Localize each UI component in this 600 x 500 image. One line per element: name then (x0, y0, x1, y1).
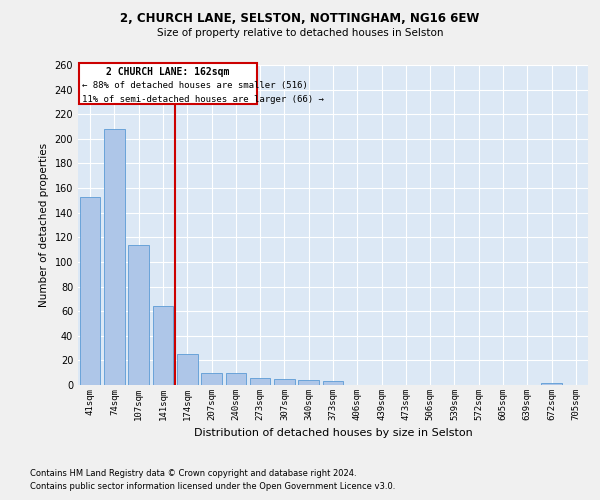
Bar (152, 306, 173, 385)
Text: Contains public sector information licensed under the Open Government Licence v3: Contains public sector information licen… (30, 482, 395, 491)
Bar (226, 372, 246, 385)
Bar (250, 378, 271, 385)
Bar (177, 354, 197, 385)
Text: 2 CHURCH LANE: 162sqm: 2 CHURCH LANE: 162sqm (106, 68, 230, 78)
FancyBboxPatch shape (79, 62, 257, 104)
Text: Contains HM Land Registry data © Crown copyright and database right 2024.: Contains HM Land Registry data © Crown c… (30, 468, 356, 477)
Y-axis label: Number of detached properties: Number of detached properties (39, 143, 49, 307)
X-axis label: Distribution of detached houses by size in Selston: Distribution of detached houses by size … (194, 428, 472, 438)
Bar (80, 196, 100, 385)
Bar (104, 129, 125, 385)
Bar (274, 379, 295, 385)
Text: 11% of semi-detached houses are larger (66) →: 11% of semi-detached houses are larger (… (82, 94, 323, 104)
Bar (323, 382, 343, 385)
Bar (541, 382, 562, 385)
Text: Size of property relative to detached houses in Selston: Size of property relative to detached ho… (157, 28, 443, 38)
Text: 2, CHURCH LANE, SELSTON, NOTTINGHAM, NG16 6EW: 2, CHURCH LANE, SELSTON, NOTTINGHAM, NG1… (121, 12, 479, 26)
Bar (298, 380, 319, 385)
Bar (128, 244, 149, 385)
Bar (201, 372, 222, 385)
Text: ← 88% of detached houses are smaller (516): ← 88% of detached houses are smaller (51… (82, 81, 307, 90)
